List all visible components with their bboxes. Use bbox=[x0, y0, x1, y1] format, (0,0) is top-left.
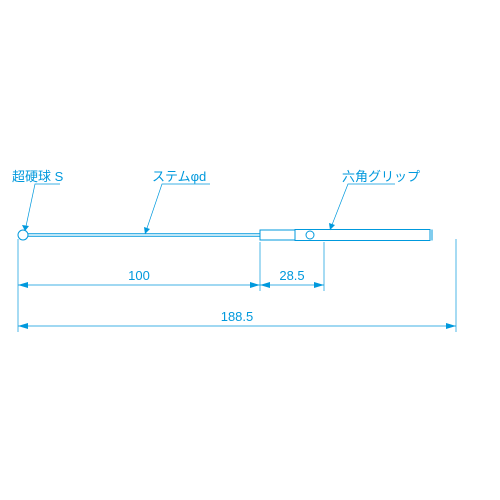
dim-row-2: 188.5 bbox=[18, 309, 456, 329]
dim-row-1: 100 28.5 bbox=[18, 268, 324, 288]
grip-hole bbox=[306, 231, 314, 239]
label-stem: ステムφd bbox=[152, 169, 206, 184]
carbide-ball bbox=[18, 230, 28, 240]
labels: 超硬球 S ステムφd 六角グリップ bbox=[12, 169, 420, 234]
label-grip: 六角グリップ bbox=[342, 169, 420, 184]
dim-neck-length: 28.5 bbox=[279, 268, 304, 283]
neck-section bbox=[260, 230, 295, 240]
dim-stem-length: 100 bbox=[128, 268, 150, 283]
technical-drawing: 超硬球 S ステムφd 六角グリップ 100 28.5 188.5 bbox=[0, 0, 500, 500]
dim-total-length: 188.5 bbox=[221, 309, 254, 324]
probe-body bbox=[18, 230, 432, 241]
hex-grip bbox=[295, 230, 430, 241]
label-ball: 超硬球 S bbox=[12, 169, 64, 184]
